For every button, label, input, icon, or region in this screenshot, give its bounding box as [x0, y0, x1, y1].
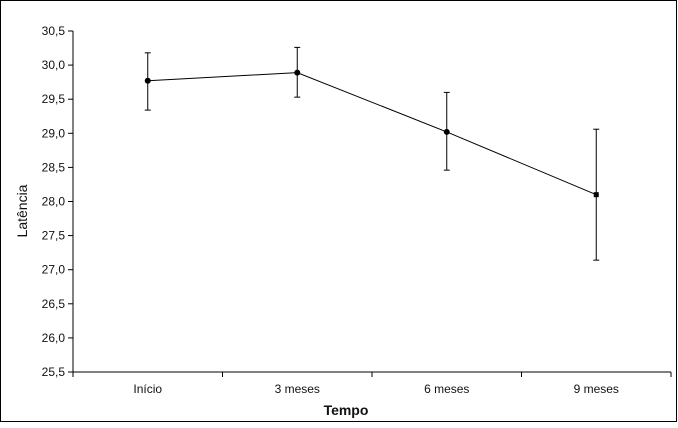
- x-axis-title: Tempo: [324, 402, 369, 418]
- y-tick-label: 30,0: [42, 58, 66, 72]
- error-bars: [144, 46, 600, 261]
- data-points: [144, 69, 599, 198]
- y-tick-label: 25,5: [42, 365, 66, 379]
- y-tick-label: 27,5: [42, 229, 66, 243]
- y-tick-label: 26,0: [42, 331, 66, 345]
- y-tick-label: 27,0: [42, 263, 66, 277]
- y-tick-label: 28,5: [42, 160, 66, 174]
- data-point: [593, 192, 599, 198]
- series-line-group: [147, 72, 597, 196]
- data-point: [294, 69, 301, 76]
- data-point: [144, 77, 151, 84]
- y-tick-label: 29,0: [42, 126, 66, 140]
- series-line: [147, 72, 597, 196]
- y-tick-label: 29,5: [42, 92, 66, 106]
- x-axis: Início 3 meses 6 meses 9 meses: [72, 371, 672, 396]
- x-tick-label: 6 meses: [424, 382, 469, 396]
- data-point: [443, 128, 450, 135]
- y-tick-label: 30,5: [42, 24, 66, 38]
- y-tick-label: 28,0: [42, 195, 66, 209]
- y-axis: 25,5 26,0 26,5 27,0 27,5 28,0 28,5 29,0 29,5 30,0…: [42, 24, 74, 379]
- y-tick-label: 26,5: [42, 297, 66, 311]
- x-tick-label: 3 meses: [275, 382, 320, 396]
- x-tick-label: 9 meses: [574, 382, 619, 396]
- x-tick-label: Início: [133, 382, 162, 396]
- y-axis-title: Latência: [14, 184, 30, 237]
